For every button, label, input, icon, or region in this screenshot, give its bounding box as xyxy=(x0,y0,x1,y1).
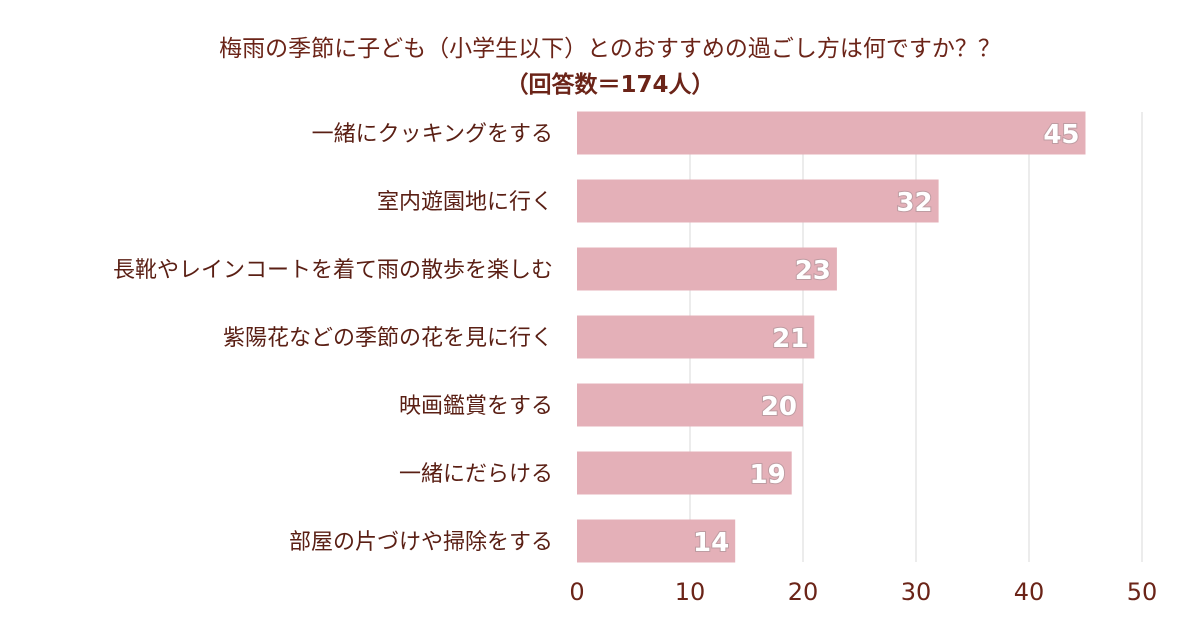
data-label: 23 xyxy=(795,256,831,286)
x-tick-label: 10 xyxy=(675,578,706,606)
data-label: 20 xyxy=(761,392,797,422)
x-tick-label: 20 xyxy=(788,578,819,606)
category-label: 長靴やレインコートを着て雨の散歩を楽しむ xyxy=(113,258,553,283)
bar xyxy=(577,111,1086,155)
x-tick-label: 0 xyxy=(569,578,584,606)
x-tick-label: 30 xyxy=(901,578,932,606)
data-label: 21 xyxy=(772,324,808,354)
data-label: 45 xyxy=(1043,120,1079,150)
bar xyxy=(577,383,803,427)
bar xyxy=(577,315,815,359)
bar xyxy=(577,179,939,223)
category-label: 部屋の片づけや掃除をする xyxy=(289,530,553,555)
category-label: 映画鑑賞をする xyxy=(399,394,553,419)
category-label: 一緒にだらける xyxy=(399,462,553,487)
data-label: 14 xyxy=(693,528,729,558)
chart-title: 梅雨の季節に子ども（小学生以下）とのおすすめの過ごし方は何ですか？？ xyxy=(219,36,1001,62)
chart-subtitle: （回答数＝174人） xyxy=(505,71,714,98)
x-axis-ticks: 0 10 20 30 40 50 xyxy=(569,578,1157,606)
category-label: 紫陽花などの季節の花を見に行く xyxy=(223,326,553,351)
x-tick-label: 50 xyxy=(1127,578,1158,606)
x-tick-label: 40 xyxy=(1014,578,1045,606)
category-labels: 一緒にクッキングをする室内遊園地に行く長靴やレインコートを着て雨の散歩を楽しむ紫… xyxy=(113,122,553,555)
bar xyxy=(577,519,736,563)
category-label: 一緒にクッキングをする xyxy=(312,122,553,147)
category-label: 室内遊園地に行く xyxy=(377,190,553,215)
bars: 45 32 23 21 20 19 14 xyxy=(577,111,1086,563)
bar xyxy=(577,247,837,291)
data-label: 32 xyxy=(896,188,932,218)
bar xyxy=(577,451,792,495)
data-label: 19 xyxy=(750,460,786,490)
